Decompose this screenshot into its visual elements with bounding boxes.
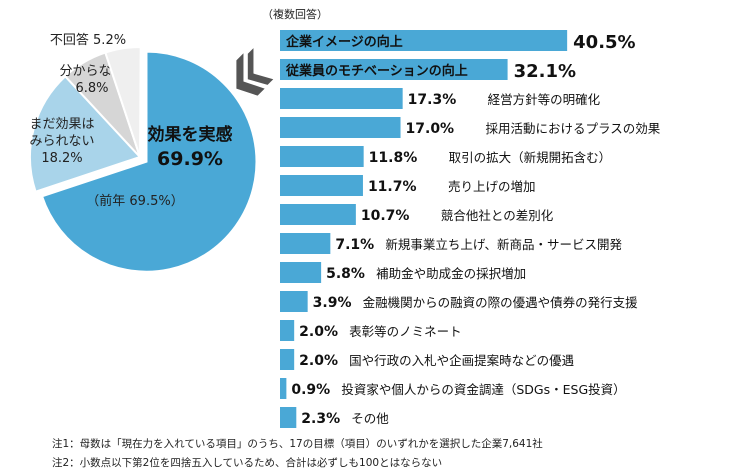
bar-value-label: 11.7%	[368, 179, 417, 195]
bar	[280, 262, 322, 283]
bar-value-label: 17.3%	[408, 92, 457, 108]
pie-label: 分からない	[59, 64, 124, 79]
bar	[280, 30, 568, 51]
bar-value-label: 10.7%	[361, 208, 410, 224]
bar-category-label: 新規事業立ち上げ、新商品・サービス開発	[385, 237, 622, 252]
note-2: 注2：小数点以下第2位を四捨五入しているため、合計は必ずしも100とはならない	[52, 457, 443, 469]
bar-category-label: 表彰等のノミネート	[349, 324, 462, 339]
bar	[280, 59, 508, 80]
pie-value: 6.8%	[75, 81, 108, 96]
pie-value: 18.2%	[41, 151, 82, 166]
bar-category-label: 採用活動におけるプラスの効果	[486, 121, 661, 136]
pie-slice	[29, 74, 142, 193]
bar	[280, 320, 295, 341]
bar-category-label: その他	[351, 411, 389, 426]
pie-label: まだ効果は	[29, 117, 94, 132]
bar	[280, 204, 356, 225]
bar-value-label: 11.8%	[369, 150, 418, 166]
bar-category-label: 従業員のモチベーションの向上	[285, 63, 468, 79]
pie-label: みられない	[29, 134, 94, 149]
bar-category-label: 金融機関からの融資の際の優遇や債券の発行支援	[363, 295, 639, 310]
bar-note: （複数回答）	[262, 7, 328, 21]
bar-value-label: 2.3%	[301, 411, 340, 427]
bar-value-label: 3.9%	[313, 295, 352, 311]
bar-category-label: 経営方針等の明確化	[488, 92, 601, 107]
bar-value-label: 2.0%	[299, 324, 338, 340]
bar	[280, 88, 403, 109]
bar	[280, 378, 287, 399]
bar-category-label: 売り上げの増加	[448, 179, 536, 194]
pie-value: 69.9%	[157, 148, 223, 170]
note-1: 注1：母数は「現在力を入れている項目」のうち、17の目標（項目）のいずれかを選択…	[52, 438, 543, 450]
bar	[280, 175, 363, 196]
bar	[280, 349, 295, 370]
bar-value-label: 40.5%	[573, 32, 635, 53]
bar-category-label: 取引の拡大（新規開拓含む）	[449, 150, 612, 165]
chevron-icon	[247, 48, 274, 85]
pie-sublabel: （前年 69.5%）	[86, 193, 183, 209]
bar	[280, 407, 297, 428]
bar-category-label: 投資家や個人からの資金調達（SDGs・ESG投資）	[341, 382, 625, 397]
pie-label: 効果を実感	[148, 124, 233, 145]
bar-category-label: 補助金や助成金の採択増加	[376, 266, 526, 281]
bar-value-label: 2.0%	[299, 353, 338, 369]
pie-slice	[104, 46, 142, 158]
bar	[280, 146, 364, 167]
bar-value-label: 0.9%	[291, 382, 330, 398]
bar	[280, 117, 401, 138]
bar-category-label: 国や行政の入札や企画提案時などの優遇	[349, 353, 574, 368]
pie-slice	[40, 50, 258, 273]
bar-value-label: 5.8%	[326, 266, 365, 282]
bar-category-label: 競合他社との差別化	[441, 208, 554, 223]
bar	[280, 291, 308, 312]
pie-label: 不回答 5.2%	[50, 32, 126, 48]
bar-value-label: 32.1%	[514, 61, 576, 82]
bar-value-label: 7.1%	[335, 237, 374, 253]
bar-category-label: 企業イメージの向上	[285, 34, 403, 50]
bar	[280, 233, 331, 254]
chevron-icon	[236, 53, 265, 96]
bar-value-label: 17.0%	[406, 121, 455, 137]
